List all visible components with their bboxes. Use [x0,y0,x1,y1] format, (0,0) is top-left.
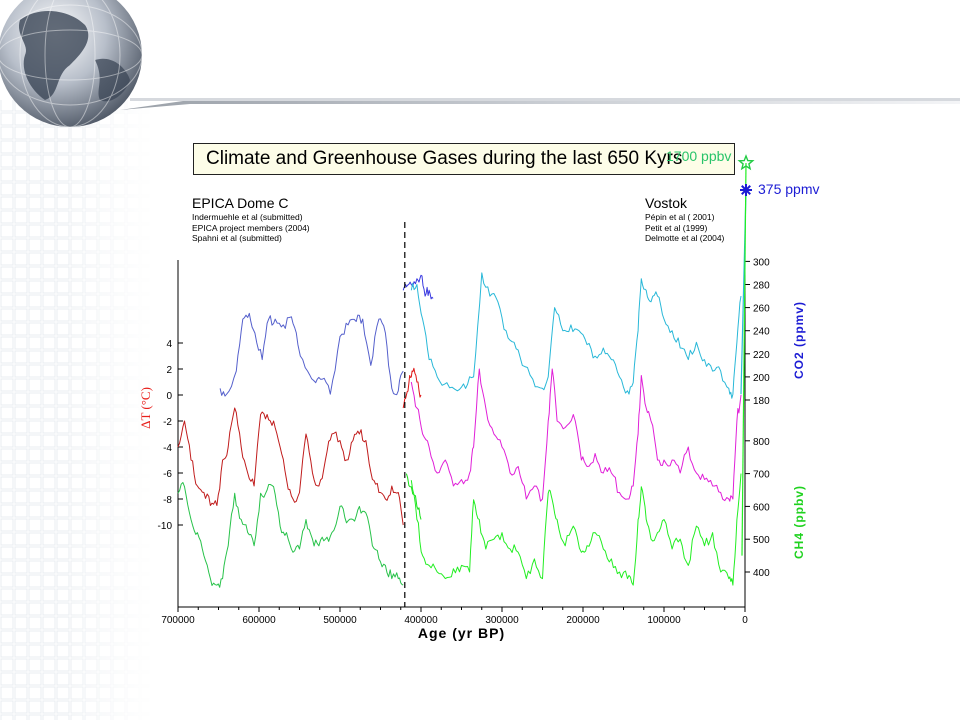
series-line-co2 [219,312,404,397]
series-line-ch4 [410,473,742,586]
y-left-tick-label: 4 [166,339,172,350]
y-right-tick-label: 240 [753,327,770,338]
y-right-tick-label: 300 [753,257,770,268]
y-right-tick-label: 180 [753,396,770,407]
series-line-dT [410,368,742,502]
x-tick-label: 100000 [647,615,681,626]
x-tick-label: 300000 [485,615,519,626]
globe-icon [0,0,143,128]
x-tick-label: 200000 [566,615,600,626]
y-left-tick-label: -6 [163,469,172,480]
ch4-recent-rise-line [741,162,747,556]
y-right-tick-label: 700 [753,470,770,481]
y-left-tick-label: -2 [163,417,172,428]
y-right-tick-label: 500 [753,535,770,546]
x-tick-label: 600000 [242,615,276,626]
star-icon [737,154,755,171]
source-refs-epica: Indermuehle et al (submitted) EPICA proj… [192,212,310,244]
x-axis-title: Age (yr BP) [418,625,505,641]
source-refs-vostok: Pépin et al ( 2001) Petit et al (1999) D… [645,212,724,244]
ch4-present-label: 1700 ppbv [666,148,732,164]
ref-line: EPICA project members (2004) [192,222,310,233]
co2-present-label: 375 ppmv [758,181,820,197]
ref-line: Indermuehle et al (submitted) [192,212,303,222]
x-tick-label: 700000 [161,615,195,626]
x-tick-label: 400000 [404,615,438,626]
series-line-co2 [410,272,742,399]
y-right-tick-label: 800 [753,437,770,448]
y-left-tick-label: 0 [166,391,172,402]
x-tick-label: 0 [742,615,748,626]
y-right-tick-label: 600 [753,502,770,513]
y-axis-title-dT: ΔT (°C) [138,387,153,429]
x-tick-label: 500000 [323,615,357,626]
y-left-tick-label: 2 [166,365,172,376]
series-line-dT [402,367,422,409]
series-line-ch4 [405,473,422,520]
ref-line: Spahni et al (submitted) [192,233,282,243]
y-right-tick-label: 260 [753,304,770,315]
y-right-tick-label: 400 [753,568,770,579]
series-line-ch4 [177,482,404,588]
source-name-vostok: Vostok [645,195,688,211]
y-right-tick-label: 280 [753,281,770,292]
ref-line: Petit et al (1999) [645,222,708,233]
y-left-tick-label: -4 [163,443,172,454]
asterisk-icon [741,185,751,195]
chart-title: Climate and Greenhouse Gases during the … [193,143,735,175]
ref-line: Pépin et al ( 2001) [645,212,715,222]
series-line-co2 [402,274,434,300]
y-axis-title-co2: CO2 (ppmv) [792,301,806,379]
series-line-dT [177,407,404,526]
y-axis-title-ch4: CH4 (ppbv) [792,485,806,559]
y-left-tick-label: -10 [158,521,173,532]
ref-line: Delmotte et al (2004) [645,233,725,243]
y-right-tick-label: 220 [753,350,770,361]
y-left-tick-label: -8 [163,495,172,506]
y-right-tick-label: 200 [753,373,770,384]
source-name-epica: EPICA Dome C [192,195,289,211]
